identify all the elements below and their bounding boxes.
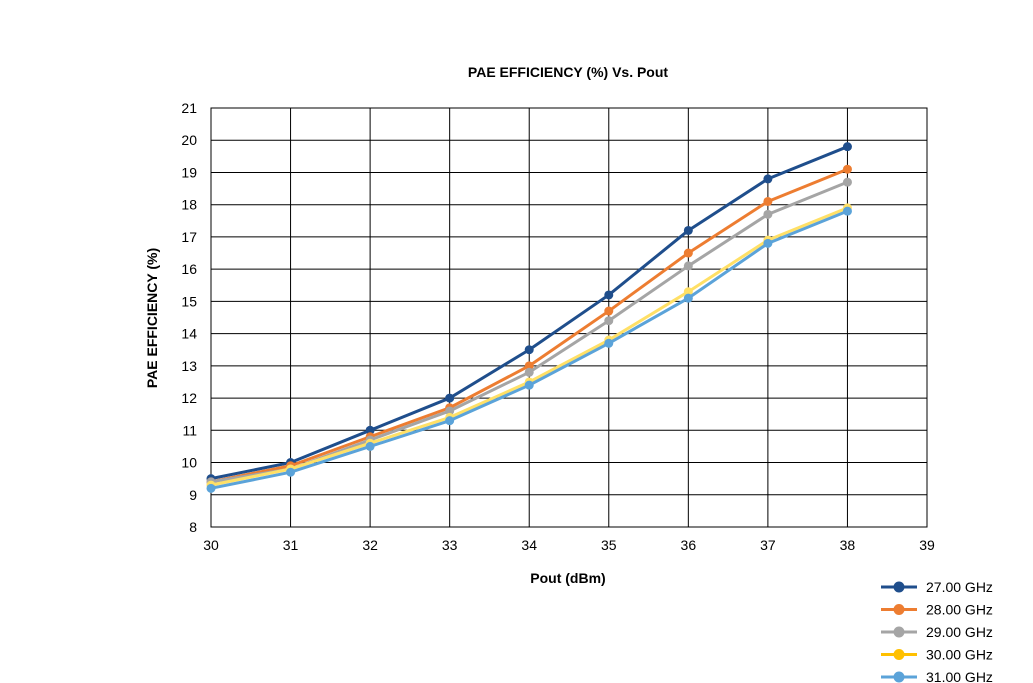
series-1 [206, 142, 852, 484]
data-point [604, 306, 614, 316]
x-tick-label: 34 [521, 537, 537, 553]
y-tick-label: 21 [181, 100, 197, 116]
y-tick-label: 17 [181, 229, 197, 245]
data-point [763, 238, 773, 248]
legend-entry: 31.00 GHz [881, 669, 993, 683]
legend-entry: 29.00 GHz [881, 624, 993, 640]
data-point [524, 380, 534, 390]
data-point [524, 345, 534, 355]
legend-label: 31.00 GHz [926, 669, 993, 683]
legend-swatch-marker [893, 604, 905, 615]
data-point [683, 248, 693, 258]
legend-label: 30.00 GHz [926, 647, 993, 663]
axis-ticks: 8 9 10 11 12 13 14 15 16 17 18 19 20 21 30 31 32 33 34 35 36… [181, 100, 935, 553]
x-tick-label: 36 [681, 537, 697, 553]
data-point [604, 290, 614, 300]
chart-title: PAE EFFICIENCY (%) Vs. Pout [468, 64, 669, 80]
data-point [524, 361, 534, 371]
series-group [206, 142, 852, 493]
y-tick-label: 13 [181, 358, 197, 374]
y-tick-label: 14 [181, 326, 197, 342]
x-tick-label: 35 [601, 537, 617, 553]
x-tick-label: 38 [840, 537, 856, 553]
data-point [206, 483, 216, 493]
x-axis-label: Pout (dBm) [530, 570, 605, 586]
legend-swatch-marker [893, 581, 905, 593]
plot-grid [210, 107, 928, 528]
y-tick-label: 12 [181, 390, 197, 406]
legend-entry: 27.00 GHz [881, 579, 993, 595]
data-point [604, 316, 614, 326]
y-tick-label: 9 [189, 487, 197, 503]
legend-entry: 30.00 GHz [881, 647, 993, 663]
legend-swatch-marker [893, 671, 905, 683]
data-point [763, 209, 773, 219]
data-point [683, 293, 693, 303]
x-tick-label: 39 [919, 537, 935, 553]
data-point [842, 142, 852, 152]
data-point [763, 196, 773, 206]
x-tick-label: 31 [283, 537, 299, 553]
data-point [763, 174, 773, 184]
legend-entry: 28.00 GHz [881, 602, 993, 618]
data-point [365, 441, 375, 451]
data-point [365, 425, 375, 435]
y-tick-label: 20 [181, 132, 197, 148]
y-tick-label: 18 [181, 197, 197, 213]
legend-label: 29.00 GHz [926, 624, 993, 640]
legend: 27.00 GHz 28.00 GHz 29.00 GHz 30.00 GHz 31.0… [881, 579, 993, 683]
y-tick-label: 15 [181, 293, 197, 309]
data-point [842, 206, 852, 216]
y-tick-label: 16 [181, 261, 197, 277]
data-point [445, 416, 455, 426]
data-point [842, 177, 852, 187]
y-tick-label: 8 [189, 519, 197, 535]
data-point [842, 164, 852, 174]
data-point [445, 406, 455, 416]
data-point [286, 467, 296, 477]
data-point [524, 367, 534, 377]
x-tick-label: 30 [203, 537, 219, 553]
x-tick-label: 33 [442, 537, 458, 553]
data-point [683, 225, 693, 235]
x-tick-label: 32 [362, 537, 378, 553]
data-point [683, 261, 693, 271]
plot-border [210, 107, 928, 528]
legend-swatch-marker [893, 649, 905, 660]
data-point [445, 393, 455, 403]
x-tick-label: 37 [760, 537, 776, 553]
legend-label: 28.00 GHz [926, 602, 993, 618]
legend-label: 27.00 GHz [926, 579, 993, 595]
legend-swatch-marker [893, 626, 905, 638]
y-tick-label: 11 [182, 422, 197, 438]
y-tick-label: 10 [181, 455, 197, 471]
y-axis-label: PAE EFFICIENCY (%) [144, 248, 160, 388]
series-5 [206, 206, 852, 493]
y-tick-label: 19 [181, 164, 197, 180]
data-point [683, 287, 693, 297]
data-point [604, 338, 614, 348]
